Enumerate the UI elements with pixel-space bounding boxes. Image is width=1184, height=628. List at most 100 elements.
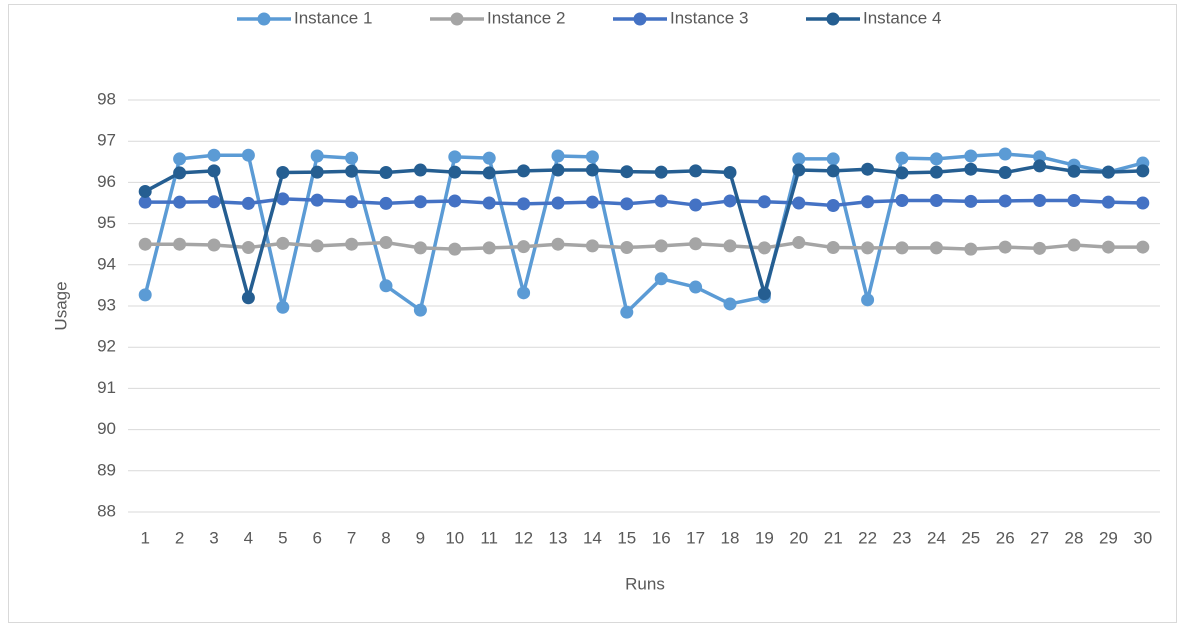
- x-tick-label: 27: [1030, 528, 1049, 547]
- data-point: [826, 198, 840, 212]
- x-tick-label: 29: [1099, 528, 1118, 547]
- data-point: [861, 195, 875, 209]
- data-point: [861, 241, 875, 255]
- data-point: [379, 279, 393, 293]
- data-point: [964, 194, 978, 208]
- data-point: [310, 149, 324, 163]
- data-point: [138, 195, 152, 209]
- data-point: [826, 164, 840, 178]
- data-point: [654, 194, 668, 208]
- data-point: [207, 148, 221, 162]
- x-tick-label: 20: [789, 528, 808, 547]
- data-point: [379, 236, 393, 250]
- data-point: [585, 195, 599, 209]
- x-tick-label: 28: [1065, 528, 1084, 547]
- data-point: [173, 237, 187, 251]
- data-point: [861, 162, 875, 176]
- data-point: [207, 164, 221, 178]
- data-point: [207, 238, 221, 252]
- data-point: [1067, 238, 1081, 252]
- data-point: [1033, 241, 1047, 255]
- data-point: [517, 286, 531, 300]
- y-tick-label: 90: [97, 419, 116, 438]
- data-point: [173, 152, 187, 166]
- x-tick-label: 17: [686, 528, 705, 547]
- data-point: [895, 241, 909, 255]
- data-point: [1101, 165, 1115, 179]
- data-point: [723, 239, 737, 253]
- legend-marker: [257, 12, 271, 26]
- x-tick-label: 23: [893, 528, 912, 547]
- legend-marker: [633, 12, 647, 26]
- data-point: [173, 195, 187, 209]
- x-tick-label: 5: [278, 528, 287, 547]
- data-point: [482, 196, 496, 210]
- data-point: [826, 240, 840, 254]
- data-point: [448, 150, 462, 164]
- x-tick-label: 13: [549, 528, 568, 547]
- x-tick-label: 26: [996, 528, 1015, 547]
- data-point: [895, 166, 909, 180]
- data-point: [345, 164, 359, 178]
- y-tick-label: 89: [97, 460, 116, 479]
- x-tick-label: 15: [617, 528, 636, 547]
- x-tick-label: 8: [381, 528, 390, 547]
- y-axis-label: Usage: [51, 281, 70, 330]
- data-point: [792, 163, 806, 177]
- x-tick-label: 10: [445, 528, 464, 547]
- data-point: [482, 241, 496, 255]
- data-point: [654, 165, 668, 179]
- data-point: [929, 152, 943, 166]
- data-point: [654, 272, 668, 286]
- y-tick-label: 98: [97, 89, 116, 108]
- data-point: [276, 192, 290, 206]
- data-point: [1067, 164, 1081, 178]
- legend-label: Instance 1: [294, 8, 372, 27]
- data-point: [826, 152, 840, 166]
- y-tick-label: 91: [97, 378, 116, 397]
- data-point: [620, 240, 634, 254]
- data-point: [241, 291, 255, 305]
- data-point: [998, 240, 1012, 254]
- data-point: [448, 194, 462, 208]
- legend-label: Instance 4: [863, 8, 941, 27]
- data-point: [1101, 240, 1115, 254]
- data-point: [792, 196, 806, 210]
- data-point: [585, 150, 599, 164]
- data-point: [448, 165, 462, 179]
- data-point: [413, 195, 427, 209]
- data-point: [241, 240, 255, 254]
- data-point: [345, 151, 359, 165]
- data-point: [723, 297, 737, 311]
- x-tick-label: 16: [652, 528, 671, 547]
- x-tick-label: 24: [927, 528, 946, 547]
- legend-label: Instance 2: [487, 8, 565, 27]
- data-point: [517, 197, 531, 211]
- data-point: [929, 194, 943, 208]
- data-point: [861, 293, 875, 307]
- data-point: [689, 237, 703, 251]
- x-tick-label: 11: [480, 528, 498, 547]
- data-point: [964, 242, 978, 256]
- data-point: [757, 287, 771, 301]
- data-point: [998, 166, 1012, 180]
- y-tick-label: 96: [97, 172, 116, 191]
- data-point: [585, 163, 599, 177]
- data-point: [585, 239, 599, 253]
- data-point: [792, 236, 806, 250]
- data-point: [723, 166, 737, 180]
- x-tick-label: 7: [347, 528, 356, 547]
- data-point: [895, 194, 909, 208]
- data-point: [551, 149, 565, 163]
- data-point: [1136, 196, 1150, 210]
- data-point: [757, 241, 771, 255]
- data-point: [620, 197, 634, 211]
- data-point: [929, 241, 943, 255]
- data-point: [551, 237, 565, 251]
- data-point: [241, 196, 255, 210]
- data-point: [138, 237, 152, 251]
- data-point: [310, 193, 324, 207]
- data-point: [620, 165, 634, 179]
- data-point: [964, 162, 978, 176]
